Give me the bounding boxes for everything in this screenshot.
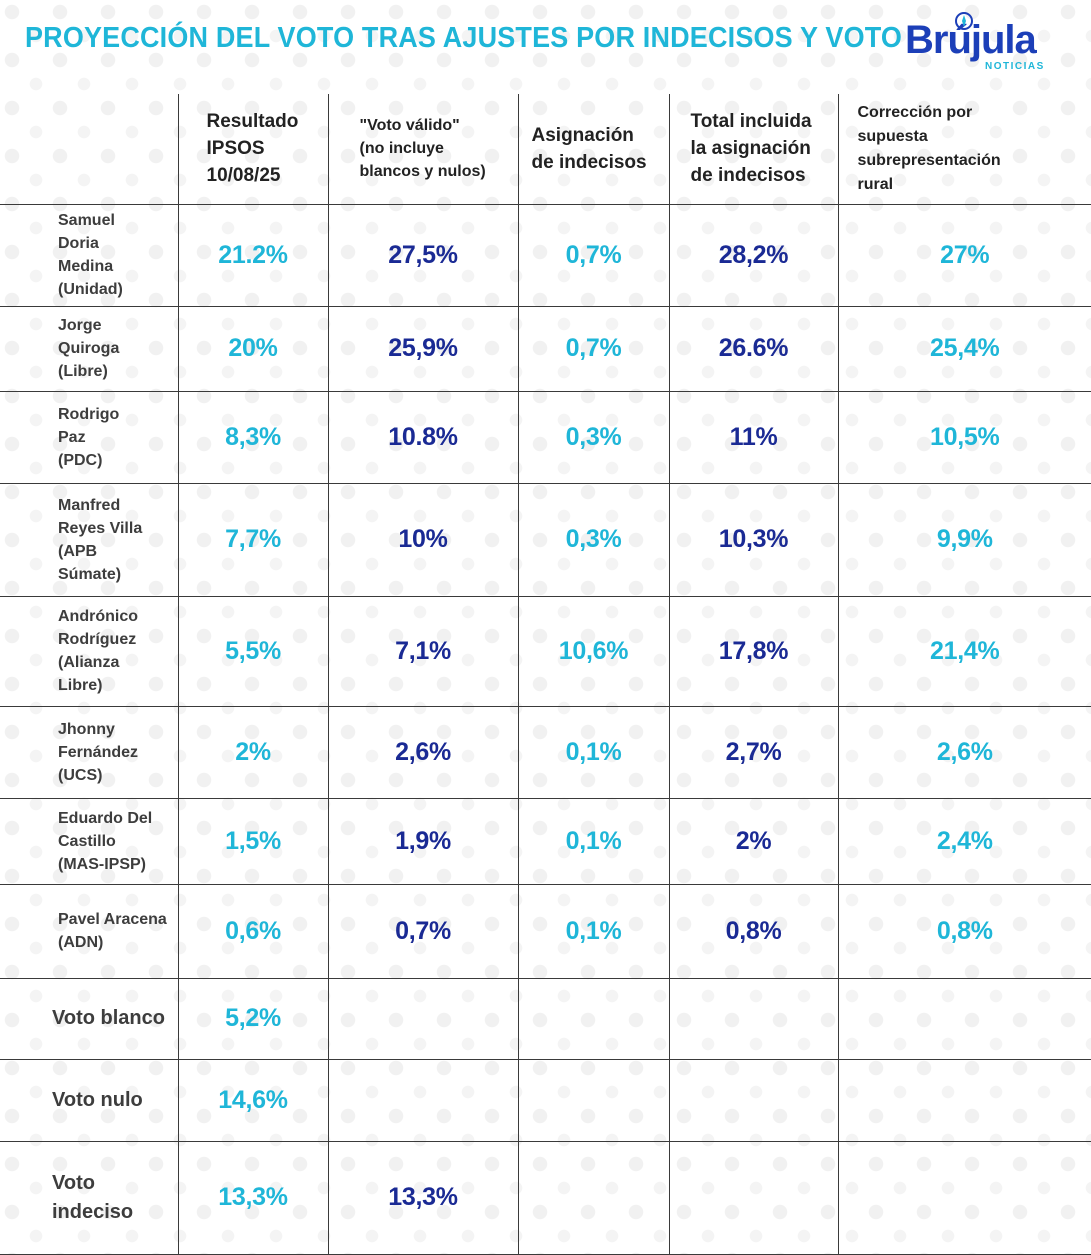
value-cell: 10,6% <box>517 596 669 707</box>
value-cell: 7,1% <box>327 596 518 707</box>
row-label: Rodrigo Paz (PDC) <box>0 391 178 484</box>
col-header-total: Total incluida la asignación de indeciso… <box>668 94 838 205</box>
col-header-correccion: Corrección por supuesta subrepresentació… <box>837 94 1091 205</box>
value-cell <box>668 1059 838 1142</box>
value-cell <box>517 1141 669 1255</box>
value-cell: 7,7% <box>177 483 328 597</box>
table-row: Pavel Aracena (ADN) 0,6% 0,7% 0,1% 0,8% 0,8% <box>0 884 1091 979</box>
value-cell: 28,2% <box>668 204 838 307</box>
row-label: Voto indeciso <box>0 1141 178 1255</box>
value-cell: 25,4% <box>837 306 1091 392</box>
value-cell: 5,5% <box>177 596 328 707</box>
value-cell: 0,8% <box>837 884 1091 979</box>
header: PROYECCIÓN DEL VOTO TRAS AJUSTES POR IND… <box>0 0 1091 90</box>
value-cell: 11% <box>668 391 838 484</box>
value-cell: 2% <box>177 706 328 799</box>
value-cell <box>668 978 838 1060</box>
value-cell <box>668 1141 838 1255</box>
row-label: Eduardo Del Castillo (MAS-IPSP) <box>0 798 178 885</box>
table-row: Rodrigo Paz (PDC) 8,3% 10.8% 0,3% 11% 10,5% <box>0 391 1091 484</box>
value-cell: 10,3% <box>668 483 838 597</box>
table-row: Jhonny Fernández (UCS) 2% 2,6% 0,1% 2,7% 2,6% <box>0 706 1091 799</box>
corner-cell <box>0 94 178 205</box>
value-cell: 0,7% <box>327 884 518 979</box>
row-label: Jorge Quiroga (Libre) <box>0 306 178 392</box>
value-cell: 21,4% <box>837 596 1091 707</box>
value-cell: 0,1% <box>517 706 669 799</box>
table-row: Voto blanco 5,2% <box>0 978 1091 1060</box>
logo-subtitle: NOTICIAS <box>985 61 1045 72</box>
value-cell: 2,7% <box>668 706 838 799</box>
value-cell: 21.2% <box>177 204 328 307</box>
row-label: Andrónico Rodríguez (Alianza Libre) <box>0 596 178 707</box>
table-row: Samuel Doria Medina (Unidad) 21.2% 27,5% 0,… <box>0 204 1091 307</box>
value-cell: 9,9% <box>837 483 1091 597</box>
table-row: Voto nulo 14,6% <box>0 1059 1091 1142</box>
row-label: Voto blanco <box>0 978 178 1060</box>
value-cell <box>837 978 1091 1060</box>
value-cell: 2,4% <box>837 798 1091 885</box>
value-cell: 10% <box>327 483 518 597</box>
value-cell <box>837 1059 1091 1142</box>
row-label: Manfred Reyes Villa (APB Súmate) <box>0 483 178 597</box>
value-cell: 2% <box>668 798 838 885</box>
value-cell: 20% <box>177 306 328 392</box>
table-body: Resultado IPSOS 10/08/25 "Voto válido" (… <box>0 94 1091 1255</box>
row-label: Pavel Aracena (ADN) <box>0 884 178 979</box>
value-cell: 5,2% <box>177 978 328 1060</box>
value-cell: 25,9% <box>327 306 518 392</box>
value-cell: 13,3% <box>177 1141 328 1255</box>
brujula-logo: Brújula NOTICIAS <box>905 12 1055 76</box>
value-cell <box>837 1141 1091 1255</box>
value-cell <box>517 1059 669 1142</box>
compass-icon <box>955 12 973 30</box>
value-cell <box>327 978 518 1060</box>
value-cell: 0,1% <box>517 884 669 979</box>
projection-table: Resultado IPSOS 10/08/25 "Voto válido" (… <box>0 94 1091 1255</box>
value-cell: 1,5% <box>177 798 328 885</box>
value-cell: 10,5% <box>837 391 1091 484</box>
value-cell: 0,7% <box>517 306 669 392</box>
table-row: Andrónico Rodríguez (Alianza Libre) 5,5% 7… <box>0 596 1091 707</box>
value-cell: 13,3% <box>327 1141 518 1255</box>
table-row: Eduardo Del Castillo (MAS-IPSP) 1,5% 1,9% 0… <box>0 798 1091 885</box>
table-row: Voto indeciso 13,3% 13,3% <box>0 1141 1091 1255</box>
value-cell: 27,5% <box>327 204 518 307</box>
value-cell: 0,8% <box>668 884 838 979</box>
value-cell: 2,6% <box>327 706 518 799</box>
row-label: Jhonny Fernández (UCS) <box>0 706 178 799</box>
row-label: Voto nulo <box>0 1059 178 1142</box>
value-cell: 0,1% <box>517 798 669 885</box>
col-header-asignacion: Asignación de indecisos <box>517 94 669 205</box>
value-cell: 2,6% <box>837 706 1091 799</box>
table-row: Jorge Quiroga (Libre) 20% 25,9% 0,7% 26.6% 25… <box>0 306 1091 392</box>
value-cell: 1,9% <box>327 798 518 885</box>
value-cell: 0,6% <box>177 884 328 979</box>
col-header-voto-valido: "Voto válido" (no incluye blancos y nulo… <box>327 94 518 205</box>
value-cell: 27% <box>837 204 1091 307</box>
value-cell: 17,8% <box>668 596 838 707</box>
row-label: Samuel Doria Medina (Unidad) <box>0 204 178 307</box>
chart-title: PROYECCIÓN DEL VOTO TRAS AJUSTES POR IND… <box>25 22 903 54</box>
value-cell <box>327 1059 518 1142</box>
value-cell: 26.6% <box>668 306 838 392</box>
table-row: Manfred Reyes Villa (APB Súmate) 7,7% 10% 0… <box>0 483 1091 597</box>
value-cell: 14,6% <box>177 1059 328 1142</box>
value-cell: 0,3% <box>517 483 669 597</box>
value-cell: 10.8% <box>327 391 518 484</box>
value-cell <box>517 978 669 1060</box>
header-row: Resultado IPSOS 10/08/25 "Voto válido" (… <box>0 94 1091 205</box>
value-cell: 8,3% <box>177 391 328 484</box>
value-cell: 0,7% <box>517 204 669 307</box>
value-cell: 0,3% <box>517 391 669 484</box>
col-header-ipsos: Resultado IPSOS 10/08/25 <box>177 94 328 205</box>
